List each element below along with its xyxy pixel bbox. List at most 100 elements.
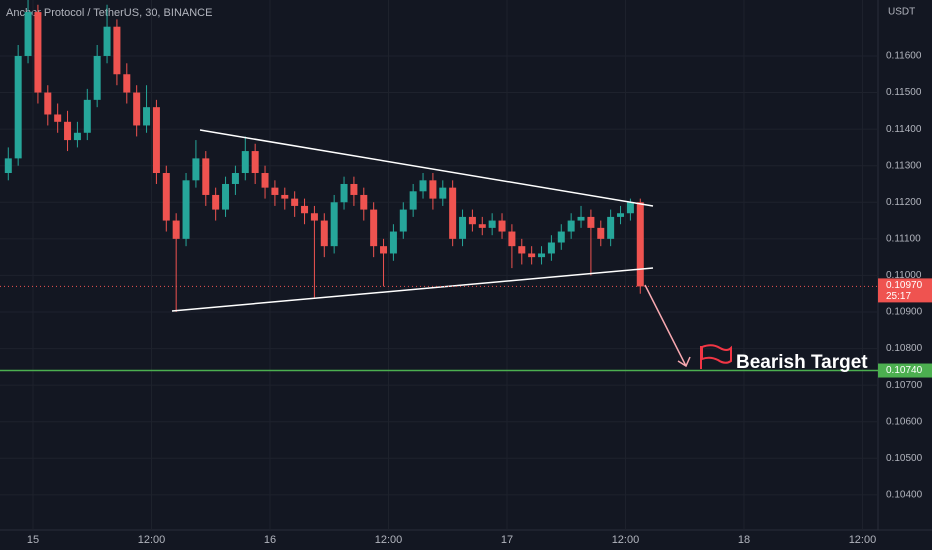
candle-body bbox=[597, 227, 605, 239]
y-tick-label: 0.10500 bbox=[886, 453, 923, 464]
candle-body bbox=[291, 198, 299, 206]
candle-body bbox=[547, 242, 555, 254]
candle-body bbox=[281, 194, 289, 199]
chart-title: Anchor Protocol / TetherUS, 30, BINANCE bbox=[6, 7, 212, 19]
current-price-box bbox=[878, 278, 932, 303]
candle-body bbox=[172, 220, 180, 239]
candle-body bbox=[478, 224, 486, 228]
candle-body bbox=[14, 55, 22, 159]
x-tick-label: 17 bbox=[501, 534, 513, 546]
candle-body bbox=[192, 158, 200, 181]
candle-body bbox=[34, 12, 42, 93]
candle-body bbox=[241, 151, 249, 174]
candle-body bbox=[636, 202, 644, 287]
y-tick-label: 0.11200 bbox=[886, 197, 922, 208]
candle-body bbox=[508, 231, 516, 247]
candle-body bbox=[389, 231, 397, 254]
target-price-label: 0.10740 bbox=[886, 365, 923, 376]
x-tick-label: 15 bbox=[27, 534, 39, 546]
candle-body bbox=[567, 220, 575, 232]
candle-body bbox=[182, 180, 190, 239]
candle-body bbox=[24, 12, 32, 56]
candle-body bbox=[498, 220, 506, 232]
candle-body bbox=[459, 216, 467, 239]
candle-body bbox=[44, 92, 52, 115]
y-tick-label: 0.11100 bbox=[886, 233, 921, 244]
candle-body bbox=[73, 132, 81, 141]
candle-body bbox=[429, 180, 437, 199]
candle-body bbox=[152, 107, 160, 174]
candle-body bbox=[310, 213, 318, 221]
y-tick-label: 0.10600 bbox=[886, 416, 923, 427]
trendline-lower bbox=[171, 267, 654, 312]
countdown-label: 25:17 bbox=[886, 291, 911, 302]
candle-body bbox=[162, 173, 170, 221]
trendline-upper bbox=[199, 129, 654, 207]
candle-body bbox=[409, 191, 417, 210]
candle-body bbox=[143, 107, 151, 126]
candle-body bbox=[538, 253, 546, 258]
y-tick-label: 0.10900 bbox=[886, 307, 923, 318]
candle-body bbox=[399, 209, 407, 232]
candle-body bbox=[212, 194, 220, 210]
candle-body bbox=[271, 187, 279, 195]
candle-body bbox=[113, 26, 121, 75]
y-tick-label: 0.11300 bbox=[886, 160, 922, 171]
y-tick-label: 0.10400 bbox=[886, 490, 923, 501]
y-tick-label: 0.11400 bbox=[886, 124, 922, 135]
candle-body bbox=[626, 202, 634, 214]
flag-icon bbox=[700, 344, 732, 369]
candle-body bbox=[54, 114, 62, 122]
x-tick-label: 12:00 bbox=[849, 534, 877, 546]
candle-body bbox=[518, 246, 526, 254]
unit-label: USDT bbox=[888, 7, 915, 18]
current-price-label: 0.10970 bbox=[886, 280, 923, 291]
candle-body bbox=[251, 151, 259, 174]
x-tick-label: 18 bbox=[738, 534, 750, 546]
candle-body bbox=[419, 180, 427, 192]
candle-body bbox=[587, 216, 595, 228]
candle-body bbox=[488, 220, 496, 228]
y-tick-label: 0.11600 bbox=[886, 51, 922, 62]
candle-body bbox=[557, 231, 565, 243]
candle-body bbox=[93, 55, 101, 100]
y-tick-label: 0.11500 bbox=[886, 87, 922, 98]
candle-body bbox=[64, 121, 72, 141]
candle-body bbox=[202, 158, 210, 195]
x-tick-label: 12:00 bbox=[375, 534, 403, 546]
y-tick-label: 0.10700 bbox=[886, 380, 923, 391]
target-price-box bbox=[878, 363, 932, 378]
candle-body bbox=[380, 246, 388, 254]
candle-body bbox=[340, 183, 348, 203]
candle-body bbox=[103, 26, 111, 56]
annotation: Bearish Target bbox=[736, 352, 868, 373]
candle-body bbox=[83, 99, 91, 133]
candle-body bbox=[577, 216, 585, 221]
x-tick-label: 12:00 bbox=[612, 534, 640, 546]
candle-body bbox=[123, 74, 131, 93]
x-tick-label: 12:00 bbox=[138, 534, 166, 546]
y-tick-label: 0.11000 bbox=[886, 270, 922, 281]
candle-body bbox=[468, 216, 476, 225]
candle-body bbox=[231, 173, 239, 184]
candle-body bbox=[360, 194, 368, 210]
candle-body bbox=[607, 216, 615, 239]
x-tick-label: 16 bbox=[264, 534, 276, 546]
candle-body bbox=[320, 220, 328, 247]
candle-body bbox=[261, 173, 269, 188]
candle-body bbox=[330, 202, 338, 247]
candle-body bbox=[439, 187, 447, 199]
candle-body bbox=[350, 183, 358, 195]
candle-body bbox=[222, 183, 230, 210]
y-tick-label: 0.10800 bbox=[886, 343, 923, 354]
plot bbox=[0, 0, 878, 530]
candle-body bbox=[133, 92, 141, 126]
candle-body bbox=[617, 213, 625, 217]
candle-body bbox=[370, 209, 378, 247]
candle-body bbox=[449, 187, 457, 239]
candle-body bbox=[301, 205, 309, 214]
candle-body bbox=[4, 158, 12, 174]
arrow bbox=[644, 284, 691, 368]
